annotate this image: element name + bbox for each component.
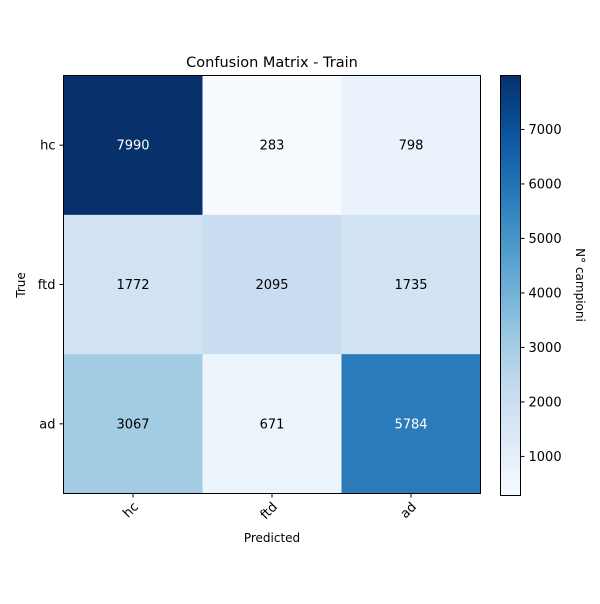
cell-value-ftd-ad: 1735: [394, 278, 427, 293]
colorbar-tick-label-6000: 6000: [529, 177, 562, 192]
cell-value-ftd-hc: 1772: [116, 278, 149, 293]
chart-title: Confusion Matrix - Train: [186, 55, 358, 71]
colorbar-tick-label-5000: 5000: [529, 232, 562, 247]
colorbar-tick-label-1000: 1000: [529, 450, 562, 465]
cell-value-ftd-ftd: 2095: [255, 278, 288, 293]
y-tick-label-hc: hc: [40, 139, 55, 154]
cell-value-hc-ad: 798: [399, 139, 424, 154]
cell-value-ad-ftd: 671: [260, 417, 285, 432]
colorbar-label: N° campioni: [573, 248, 587, 322]
colorbar-tick-label-2000: 2000: [529, 395, 562, 410]
heatmap-cell-ftd-ftd: [202, 214, 342, 355]
y-axis-ticks: hc ftd ad: [38, 139, 64, 432]
cell-value-hc-hc: 7990: [116, 139, 149, 154]
colorbar-tick-label-4000: 4000: [529, 286, 562, 301]
heatmap-cell-ftd-ad: [341, 214, 481, 355]
heatmap-cells: [63, 75, 481, 494]
heatmap-cell-ad-ad: [341, 354, 481, 494]
heatmap-cell-hc-ad: [341, 75, 481, 216]
colorbar: [500, 75, 521, 496]
cell-value-ad-ad: 5784: [394, 417, 427, 432]
heatmap-cell-ad-hc: [63, 354, 203, 494]
colorbar-tick-label-3000: 3000: [529, 341, 562, 356]
y-tick-label-ad: ad: [39, 417, 55, 432]
x-axis-label: Predicted: [244, 531, 300, 545]
colorbar-tick-label-7000: 7000: [529, 123, 562, 138]
heatmap-cell-labels: 7990 283 798 1772 2095 1735 3067 671 5784: [116, 139, 427, 433]
heatmap-cell-hc-hc: [63, 75, 203, 216]
y-axis-label: True: [14, 272, 28, 299]
heatmap-cell-ad-ftd: [202, 354, 342, 494]
cell-value-hc-ftd: 283: [260, 139, 285, 154]
heatmap-cell-ftd-hc: [63, 214, 203, 355]
colorbar-ticks: 1000 2000 3000 4000 5000 6000 7000: [520, 123, 562, 465]
cell-value-ad-hc: 3067: [116, 417, 149, 432]
heatmap-cell-hc-ftd: [202, 75, 342, 216]
y-tick-label-ftd: ftd: [38, 278, 56, 293]
